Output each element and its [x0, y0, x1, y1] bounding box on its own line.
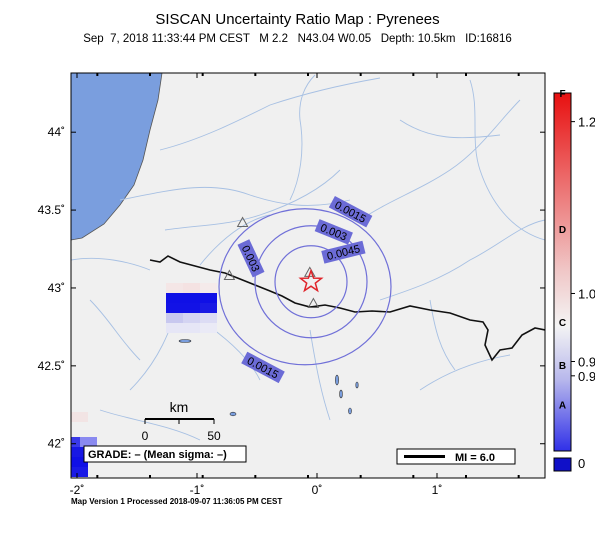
grade-cell [183, 293, 200, 303]
frame-mark [254, 73, 257, 76]
frame-mark [307, 73, 309, 76]
colorbar-grade-label: F [559, 89, 565, 100]
grade-cell [166, 283, 183, 293]
grade-cell [80, 437, 97, 447]
contour-label-bg [241, 351, 285, 384]
grade-cell [183, 283, 200, 293]
lakes [178, 339, 359, 417]
mi-legend: MI = 6.0 [396, 448, 516, 465]
colorbar-grade-label: C [559, 318, 566, 329]
grade-cell [200, 283, 217, 293]
distance-scale: km 0 50 [142, 399, 221, 443]
lon-tick-label: -1˚ [190, 483, 205, 497]
scale-end: 50 [207, 429, 221, 443]
rivers [71, 74, 545, 441]
contour-0.0015 [218, 208, 392, 366]
scale-unit: km [170, 399, 189, 415]
color-bar: F D C B A 1.2 1.0 0.90.9 0 [553, 89, 595, 472]
uncertainty-contours [218, 208, 392, 366]
station-triangle [223, 269, 236, 280]
colorbar-value-label: 0 [578, 456, 585, 471]
frame-mark [96, 475, 99, 478]
grade-cell [166, 313, 183, 323]
contour-0.003 [254, 225, 368, 339]
border-line [149, 255, 545, 362]
grade-cells [71, 283, 217, 477]
grade-cell [71, 467, 88, 477]
grade-cell [183, 323, 200, 333]
station-triangle [236, 216, 249, 228]
frame-mark [96, 73, 99, 76]
colorbar-value-label: 0.9 [578, 355, 595, 370]
grade-cell [71, 412, 88, 422]
colorbar-value-label: 1.2 [578, 115, 595, 130]
grade-box: GRADE: – (Mean sigma: –) [83, 445, 247, 463]
ocean-area [71, 73, 163, 241]
colorbar-value-label: 0.9 [578, 369, 595, 384]
frame-mark [517, 475, 520, 478]
grade-cell [200, 303, 217, 313]
map-version-footer: Map Version 1 Processed 2018-09-07 11:36… [71, 497, 283, 506]
frame-mark [359, 475, 362, 478]
grade-cell [200, 323, 217, 333]
lat-tick-label: 42˚ [48, 437, 65, 451]
grade-cell [71, 437, 88, 447]
stations [223, 216, 320, 309]
frame-mark [307, 475, 309, 478]
frame-mark [201, 73, 204, 76]
lon-tick-label: -2˚ [70, 483, 85, 497]
scale-start: 0 [142, 429, 149, 443]
map-title: SISCAN Uncertainty Ratio Map : Pyrenees [155, 11, 440, 28]
frame-mark [359, 73, 362, 76]
frame-mark [517, 73, 520, 76]
epicenter-star [298, 268, 324, 293]
grade-cell [200, 313, 217, 323]
colorbar-grade-label: B [559, 361, 566, 372]
station-triangle [307, 297, 320, 309]
grade-cell [200, 293, 217, 303]
frame-mark [201, 475, 204, 478]
contour-label-bg [328, 195, 373, 228]
contour-label-bg [314, 219, 353, 245]
frame-mark [149, 475, 151, 478]
mi-label: MI = 6.0 [455, 452, 495, 464]
axis-ticks: -2˚ -1˚ 0˚ 1˚ 44˚ 43.5˚ 43˚ 42.5˚ 42˚ [38, 73, 545, 497]
contour-label-bg [237, 239, 265, 278]
frame-mark [412, 73, 415, 76]
lat-tick-label: 43˚ [48, 281, 65, 295]
frame-mark [412, 475, 415, 478]
grade-text: GRADE: – (Mean sigma: –) [88, 449, 227, 461]
grade-cell [183, 313, 200, 323]
lat-tick-label: 43.5˚ [38, 203, 65, 217]
grade-cell [166, 323, 183, 333]
station-triangle [303, 266, 316, 277]
frame-mark [149, 73, 151, 76]
colorbar-grade-label: D [559, 225, 566, 236]
land-area [71, 73, 545, 478]
frame-mark [465, 73, 467, 76]
lat-tick-label: 42.5˚ [38, 359, 65, 373]
grade-cell [166, 293, 183, 303]
epicenter [298, 268, 324, 293]
lon-tick-label: 0˚ [312, 483, 323, 497]
grade-cell [166, 303, 183, 313]
lat-tick-label: 44˚ [48, 125, 65, 139]
contour-label-bg [321, 240, 366, 264]
grade-cell [183, 303, 200, 313]
grade-cell [71, 457, 88, 467]
lon-tick-label: 1˚ [432, 483, 443, 497]
frame-mark [465, 475, 467, 478]
contour-0.0045 [274, 245, 348, 319]
colorbar-value-label: 1.0 [578, 286, 595, 301]
event-subtitle: Sep 7, 2018 11:33:44 PM CEST M 2.2 N43.0… [83, 33, 512, 45]
frame-mark [254, 475, 257, 478]
grade-cell [71, 447, 88, 457]
colorbar-grade-label: A [559, 400, 566, 411]
